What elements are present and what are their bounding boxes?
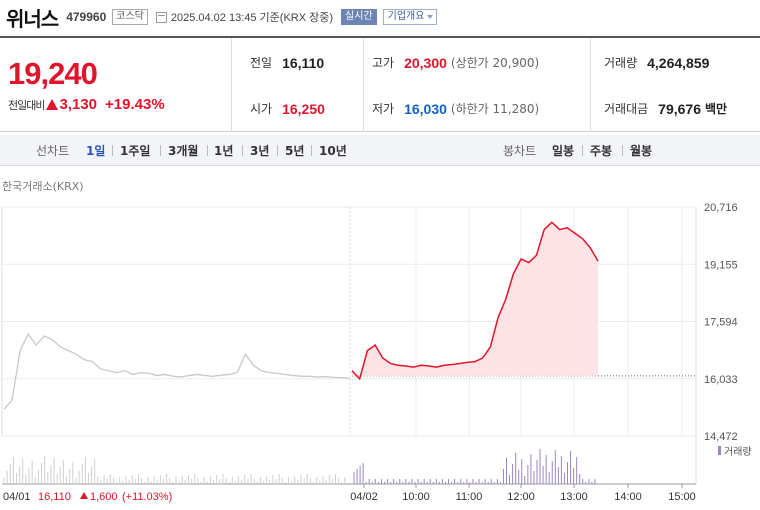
prev-close-cell: 전일 16,110 xyxy=(250,54,324,71)
candle-chart-label: 봉차트 xyxy=(503,144,537,158)
tab-5year[interactable]: 5년 xyxy=(285,144,305,158)
change-row: 전일대비 3,130 +19.43% xyxy=(8,96,165,113)
y-tick-label: 16,033 xyxy=(704,374,738,386)
tab-monthly-candle[interactable]: 월봉 xyxy=(630,144,653,158)
y-tick-label: 14,472 xyxy=(704,431,738,443)
corp-info-dropdown[interactable]: 기업개요 xyxy=(382,9,438,25)
tab-divider xyxy=(582,145,583,156)
x-tick-label: 11:00 xyxy=(456,491,483,503)
stock-header: 위너스 479960 코스닥 2025.04.02 13:45 기준(KRX 장… xyxy=(0,0,760,34)
x-tick-label: 14:00 xyxy=(614,491,642,503)
tab-1year[interactable]: 1년 xyxy=(214,144,234,158)
prev-close-label: 전일 xyxy=(250,56,273,70)
chart-period-tabs: 선차트 1일 1주일 3개월 1년 3년 5년 10년 봉차트 일봉 주봉 월봉 xyxy=(0,135,760,166)
open-label: 시가 xyxy=(250,102,273,116)
footer-up-triangle-icon xyxy=(80,492,88,499)
tab-1week[interactable]: 1주일 xyxy=(120,144,151,158)
line-chart-label: 선차트 xyxy=(36,144,70,158)
volume-label: 거래량 xyxy=(604,56,638,70)
prev-day-line xyxy=(3,332,351,410)
upper-limit: (상한가 20,900) xyxy=(450,56,540,70)
high-value: 20,300 xyxy=(404,54,447,71)
tab-divider xyxy=(207,145,208,156)
footer-prev-pct: (+11.03%) xyxy=(122,491,172,503)
footer-prev-day: 04/01 xyxy=(3,491,31,503)
x-tick-label: 15:00 xyxy=(668,491,696,503)
x-tick-label: 12:00 xyxy=(507,491,535,503)
low-cell: 저가 16,030 (하한가 11,280) xyxy=(372,100,539,117)
low-label: 저가 xyxy=(372,102,395,116)
y-tick-label: 20,716 xyxy=(704,202,738,214)
tab-divider xyxy=(160,145,161,156)
x-tick-label: 04/02 xyxy=(350,491,378,503)
volume-value: 4,264,859 xyxy=(647,54,710,71)
tab-3year[interactable]: 3년 xyxy=(250,144,270,158)
amount-cell: 거래대금 79,676 백만 xyxy=(604,100,727,117)
today-area xyxy=(352,222,598,379)
change-label: 전일대비 xyxy=(8,98,45,112)
current-price: 19,240 xyxy=(8,56,98,91)
tab-10year[interactable]: 10년 xyxy=(319,144,347,158)
footer-prev-close: 16,110 xyxy=(38,491,71,503)
tab-daily-candle[interactable]: 일봉 xyxy=(552,144,575,158)
stock-name: 위너스 xyxy=(6,6,59,31)
divider xyxy=(590,38,591,132)
x-tick-label: 10:00 xyxy=(402,491,430,503)
current-price-box: 19,240 전일대비 3,130 +19.43% xyxy=(0,38,232,132)
high-cell: 고가 20,300 (상한가 20,900) xyxy=(372,54,539,71)
low-value: 16,030 xyxy=(404,100,447,117)
y-tick-label: 17,594 xyxy=(704,317,738,329)
quote-panel: 19,240 전일대비 3,130 +19.43% 전일 16,110 시가 1… xyxy=(0,36,760,132)
open-cell: 시가 16,250 xyxy=(250,100,325,117)
today-line xyxy=(351,221,599,381)
tab-divider xyxy=(311,145,312,156)
tab-divider xyxy=(242,145,243,156)
realtime-button[interactable]: 실시간 xyxy=(341,9,377,25)
tab-3month[interactable]: 3개월 xyxy=(168,144,199,158)
footer-prev-change: 1,600 xyxy=(90,491,118,503)
amount-value: 79,676 xyxy=(658,100,701,117)
volume-legend-swatch xyxy=(718,446,721,455)
amount-label: 거래대금 xyxy=(604,102,649,116)
tab-divider xyxy=(112,145,113,156)
high-label: 고가 xyxy=(372,56,395,70)
data-source: 한국거래소(KRX) xyxy=(2,180,84,193)
amount-unit: 백만 xyxy=(705,102,728,116)
stock-code: 479960 xyxy=(66,10,107,24)
tab-weekly-candle[interactable]: 주봉 xyxy=(590,144,613,158)
volume-legend-label: 거래량 xyxy=(724,446,752,458)
tab-1day[interactable]: 1일 xyxy=(86,144,106,158)
tab-divider xyxy=(622,145,623,156)
quote-datetime: 2025.04.02 13:45 기준(KRX 장중) xyxy=(170,12,334,24)
change-percent: +19.43% xyxy=(105,96,165,113)
open-value: 16,250 xyxy=(282,100,325,117)
prev-close-value: 16,110 xyxy=(282,54,325,71)
volume-cell: 거래량 4,264,859 xyxy=(604,54,709,71)
tab-divider xyxy=(277,145,278,156)
divider xyxy=(363,38,364,132)
up-triangle-icon xyxy=(46,99,59,110)
y-tick-label: 19,155 xyxy=(704,259,738,271)
corp-info-label: 기업개요 xyxy=(387,11,425,22)
market-badge: 코스닥 xyxy=(112,9,148,25)
lower-limit: (하한가 11,280) xyxy=(450,102,540,116)
change-value: 3,130 xyxy=(59,96,98,113)
chevron-down-icon xyxy=(427,15,434,19)
x-tick-label: 13:00 xyxy=(560,491,588,503)
calendar-icon xyxy=(155,11,167,23)
